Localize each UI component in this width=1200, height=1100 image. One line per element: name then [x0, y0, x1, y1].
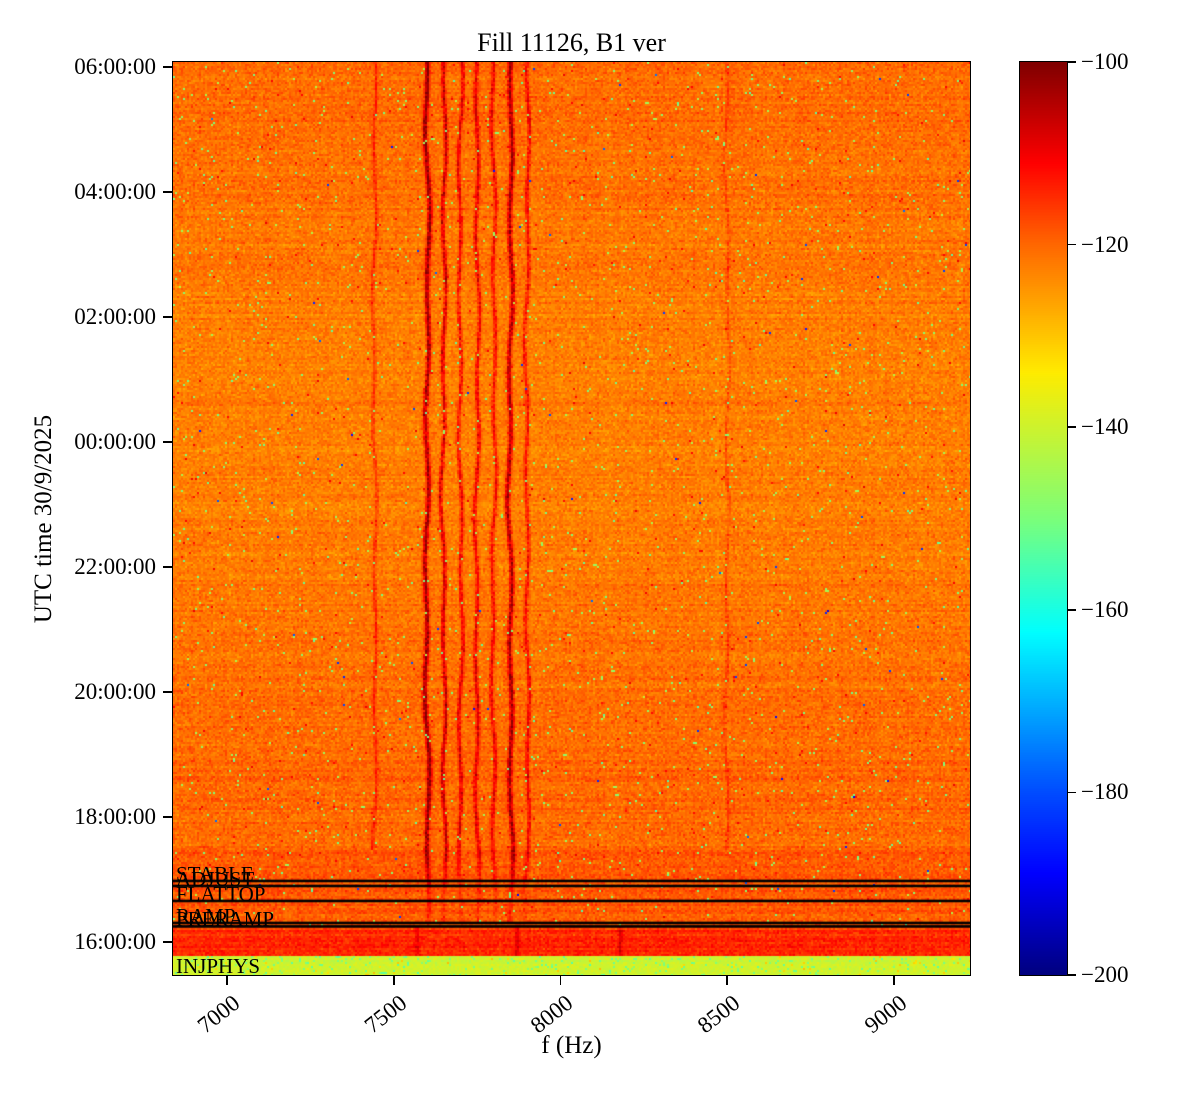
- colorbar-tick-mark: [1068, 791, 1076, 794]
- y-tick-mark: [163, 566, 172, 568]
- beam-mode-label-adjust: ADJUST: [176, 866, 255, 891]
- colorbar-tick-mark: [1068, 974, 1076, 976]
- spectrogram-canvas: [172, 61, 970, 975]
- y-tick-label: 18:00:00: [74, 803, 156, 829]
- beam-mode-label-preramp: PRERAMP: [176, 907, 275, 932]
- beam-mode-label-injphys: INJPHYS: [176, 953, 261, 978]
- y-tick-mark: [163, 316, 172, 318]
- x-tick-mark: [893, 976, 895, 985]
- y-tick-label: 22:00:00: [74, 553, 156, 579]
- colorbar-tick-label: −160: [1081, 596, 1129, 622]
- y-tick-mark: [163, 191, 172, 193]
- y-tick-label: 00:00:00: [74, 428, 156, 454]
- y-tick-mark: [163, 441, 172, 443]
- x-tick-mark: [392, 976, 395, 985]
- y-tick-label: 16:00:00: [74, 928, 156, 954]
- y-tick-mark: [163, 816, 172, 818]
- colorbar-tick-label: −100: [1081, 49, 1129, 74]
- x-tick-mark: [226, 976, 228, 985]
- colorbar-tick-mark: [1068, 609, 1076, 611]
- x-axis-label: f (Hz): [541, 1032, 602, 1059]
- colorbar-canvas: [1019, 61, 1067, 975]
- x-tick-mark: [726, 976, 729, 985]
- x-tick-mark: [559, 976, 562, 985]
- x-tick-label: 7500: [359, 990, 412, 1039]
- x-tick-label: 9000: [859, 990, 912, 1039]
- beam-mode-label-ramp: RAMP: [176, 903, 236, 928]
- colorbar-tick-label: −140: [1081, 414, 1129, 440]
- y-tick-label: 02:00:00: [74, 304, 156, 329]
- colorbar-tick-label: −180: [1081, 779, 1129, 805]
- x-tick-label: 7000: [192, 990, 245, 1039]
- beam-mode-label-flattop: FLATTOP: [176, 881, 266, 906]
- colorbar-tick-mark: [1068, 61, 1076, 63]
- y-tick-mark: [163, 66, 172, 68]
- y-tick-label: 06:00:00: [74, 54, 156, 80]
- colorbar: [1018, 60, 1068, 976]
- colorbar-tick-label: −120: [1081, 231, 1129, 257]
- y-tick-label: 04:00:00: [74, 179, 156, 204]
- colorbar-tick-mark: [1068, 426, 1076, 428]
- y-tick-mark: [163, 941, 172, 943]
- x-tick-label: 8500: [692, 990, 745, 1039]
- beam-mode-label-stable: STABLE: [176, 861, 254, 886]
- colorbar-tick-label: −200: [1081, 962, 1129, 987]
- colorbar-tick-mark: [1068, 243, 1076, 246]
- y-tick-label: 20:00:00: [74, 678, 156, 704]
- y-tick-mark: [163, 691, 172, 693]
- plot-area: [171, 60, 971, 976]
- plot-title: Fill 11126, B1 ver: [477, 28, 666, 57]
